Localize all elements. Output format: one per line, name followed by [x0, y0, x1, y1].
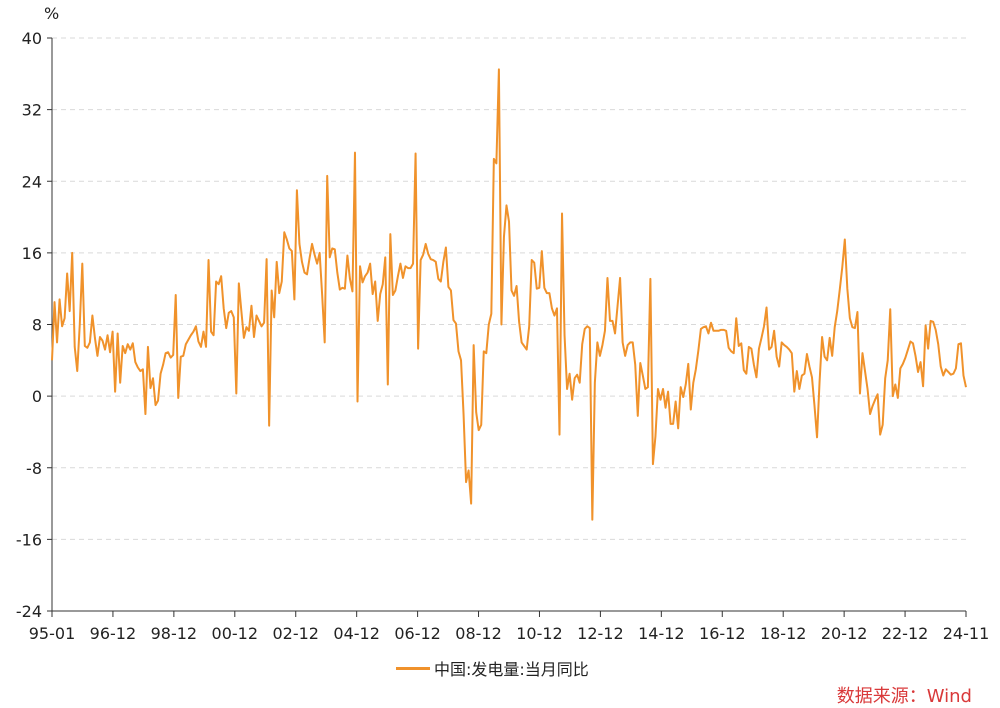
legend-label: 中国:发电量:当月同比 [434, 660, 589, 679]
x-tick-label: 18-12 [760, 624, 807, 643]
x-tick-label: 20-12 [821, 624, 868, 643]
y-tick-label: -8 [26, 459, 42, 478]
x-tick-label: 98-12 [151, 624, 198, 643]
x-tick-label: 96-12 [90, 624, 137, 643]
y-tick-label: 0 [32, 387, 42, 406]
x-tick-label: 00-12 [212, 624, 259, 643]
x-tick-label: 22-12 [882, 624, 929, 643]
x-tick-label: 16-12 [699, 624, 746, 643]
x-tick-label: 24-11 [943, 624, 990, 643]
x-tick-label: 06-12 [394, 624, 441, 643]
y-tick-label: 24 [22, 172, 42, 191]
y-tick-label: 32 [22, 101, 42, 120]
series-line [51, 68, 967, 521]
source-note: 数据来源：Wind [836, 686, 972, 707]
x-tick-label: 95-01 [29, 624, 76, 643]
x-tick-label: 10-12 [516, 624, 563, 643]
y-tick-label: -24 [16, 602, 42, 621]
x-tick-labels: 95-01 96-12 98-12 00-12 02-12 04-12 06-12 08-12… [29, 624, 990, 643]
x-tick-label: 04-12 [333, 624, 380, 643]
y-tick-label: 8 [32, 316, 42, 335]
x-tick-label: 12-12 [577, 624, 624, 643]
x-tick-label: 02-12 [272, 624, 319, 643]
grid-lines [52, 37, 966, 540]
y-tick-label: 16 [22, 244, 42, 263]
series-layer [51, 68, 967, 521]
y-tick-labels: -24 -16 -8 0 8 16 24 32 40 [16, 29, 42, 621]
axes [47, 37, 967, 617]
y-tick-label: -16 [16, 530, 42, 549]
y-axis-label: % [44, 4, 59, 23]
y-tick-label: 40 [22, 29, 42, 48]
legend-swatch [396, 666, 430, 670]
legend: 中国:发电量:当月同比 [396, 656, 589, 680]
x-tick-label: 08-12 [455, 624, 502, 643]
x-tick-label: 14-12 [638, 624, 685, 643]
